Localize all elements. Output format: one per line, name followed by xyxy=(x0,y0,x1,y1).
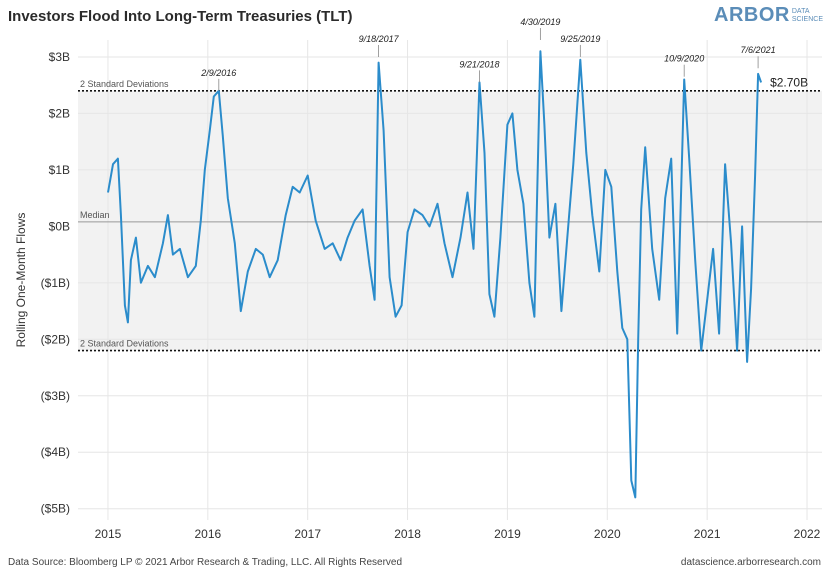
y-tick-label: $3B xyxy=(49,50,70,64)
website-link[interactable]: datascience.arborresearch.com xyxy=(680,557,821,568)
chart-title: Investors Flood Into Long-Term Treasurie… xyxy=(8,8,353,25)
y-tick-label: ($3B) xyxy=(41,389,70,403)
x-tick-label: 2015 xyxy=(95,527,122,541)
y-tick-label: ($5B) xyxy=(41,502,70,516)
x-tick-label: 2019 xyxy=(494,527,521,541)
annotation-label: 9/25/2019 xyxy=(560,34,600,44)
annotation-label: 9/18/2017 xyxy=(359,34,400,44)
x-tick-label: 2018 xyxy=(394,527,421,541)
logo-sub-line1: DATA xyxy=(791,8,810,15)
x-tick-label: 2020 xyxy=(594,527,621,541)
y-tick-label: $0B xyxy=(49,219,70,233)
y-axis-title: Rolling One-Month Flows xyxy=(14,213,28,348)
y-tick-label: ($2B) xyxy=(41,332,70,346)
x-tick-label: 2017 xyxy=(294,527,321,541)
median-label: Median xyxy=(80,210,110,220)
annotation-label: 7/6/2021 xyxy=(741,45,776,55)
x-tick-label: 2022 xyxy=(794,527,821,541)
x-tick-label: 2021 xyxy=(694,527,721,541)
logo-subtext: DATA SCIENCE xyxy=(792,8,823,24)
std-band-area xyxy=(78,90,822,351)
annotation-label: 10/9/2020 xyxy=(664,54,704,64)
last-value-label: $2.70B xyxy=(770,75,808,89)
upper-std-label: 2 Standard Deviations xyxy=(80,79,169,89)
x-tick-label: 2016 xyxy=(194,527,221,541)
y-tick-label: ($1B) xyxy=(41,276,70,290)
arbor-logo: ARBOR DATA SCIENCE xyxy=(714,4,823,27)
lower-std-label: 2 Standard Deviations xyxy=(80,339,169,349)
annotation-label: 2/9/2016 xyxy=(200,68,236,78)
logo-wordmark: ARBOR xyxy=(714,4,790,26)
series-line xyxy=(107,50,763,499)
annotation-label: 4/30/2019 xyxy=(520,17,560,27)
data-source-note: Data Source: Bloomberg LP © 2021 Arbor R… xyxy=(8,557,403,568)
annotation-label: 9/21/2018 xyxy=(459,59,499,69)
y-tick-label: $1B xyxy=(49,163,70,177)
y-tick-label: ($4B) xyxy=(41,445,70,459)
logo-sub-line2: SCIENCE xyxy=(791,16,823,23)
y-tick-label: $2B xyxy=(49,106,70,120)
